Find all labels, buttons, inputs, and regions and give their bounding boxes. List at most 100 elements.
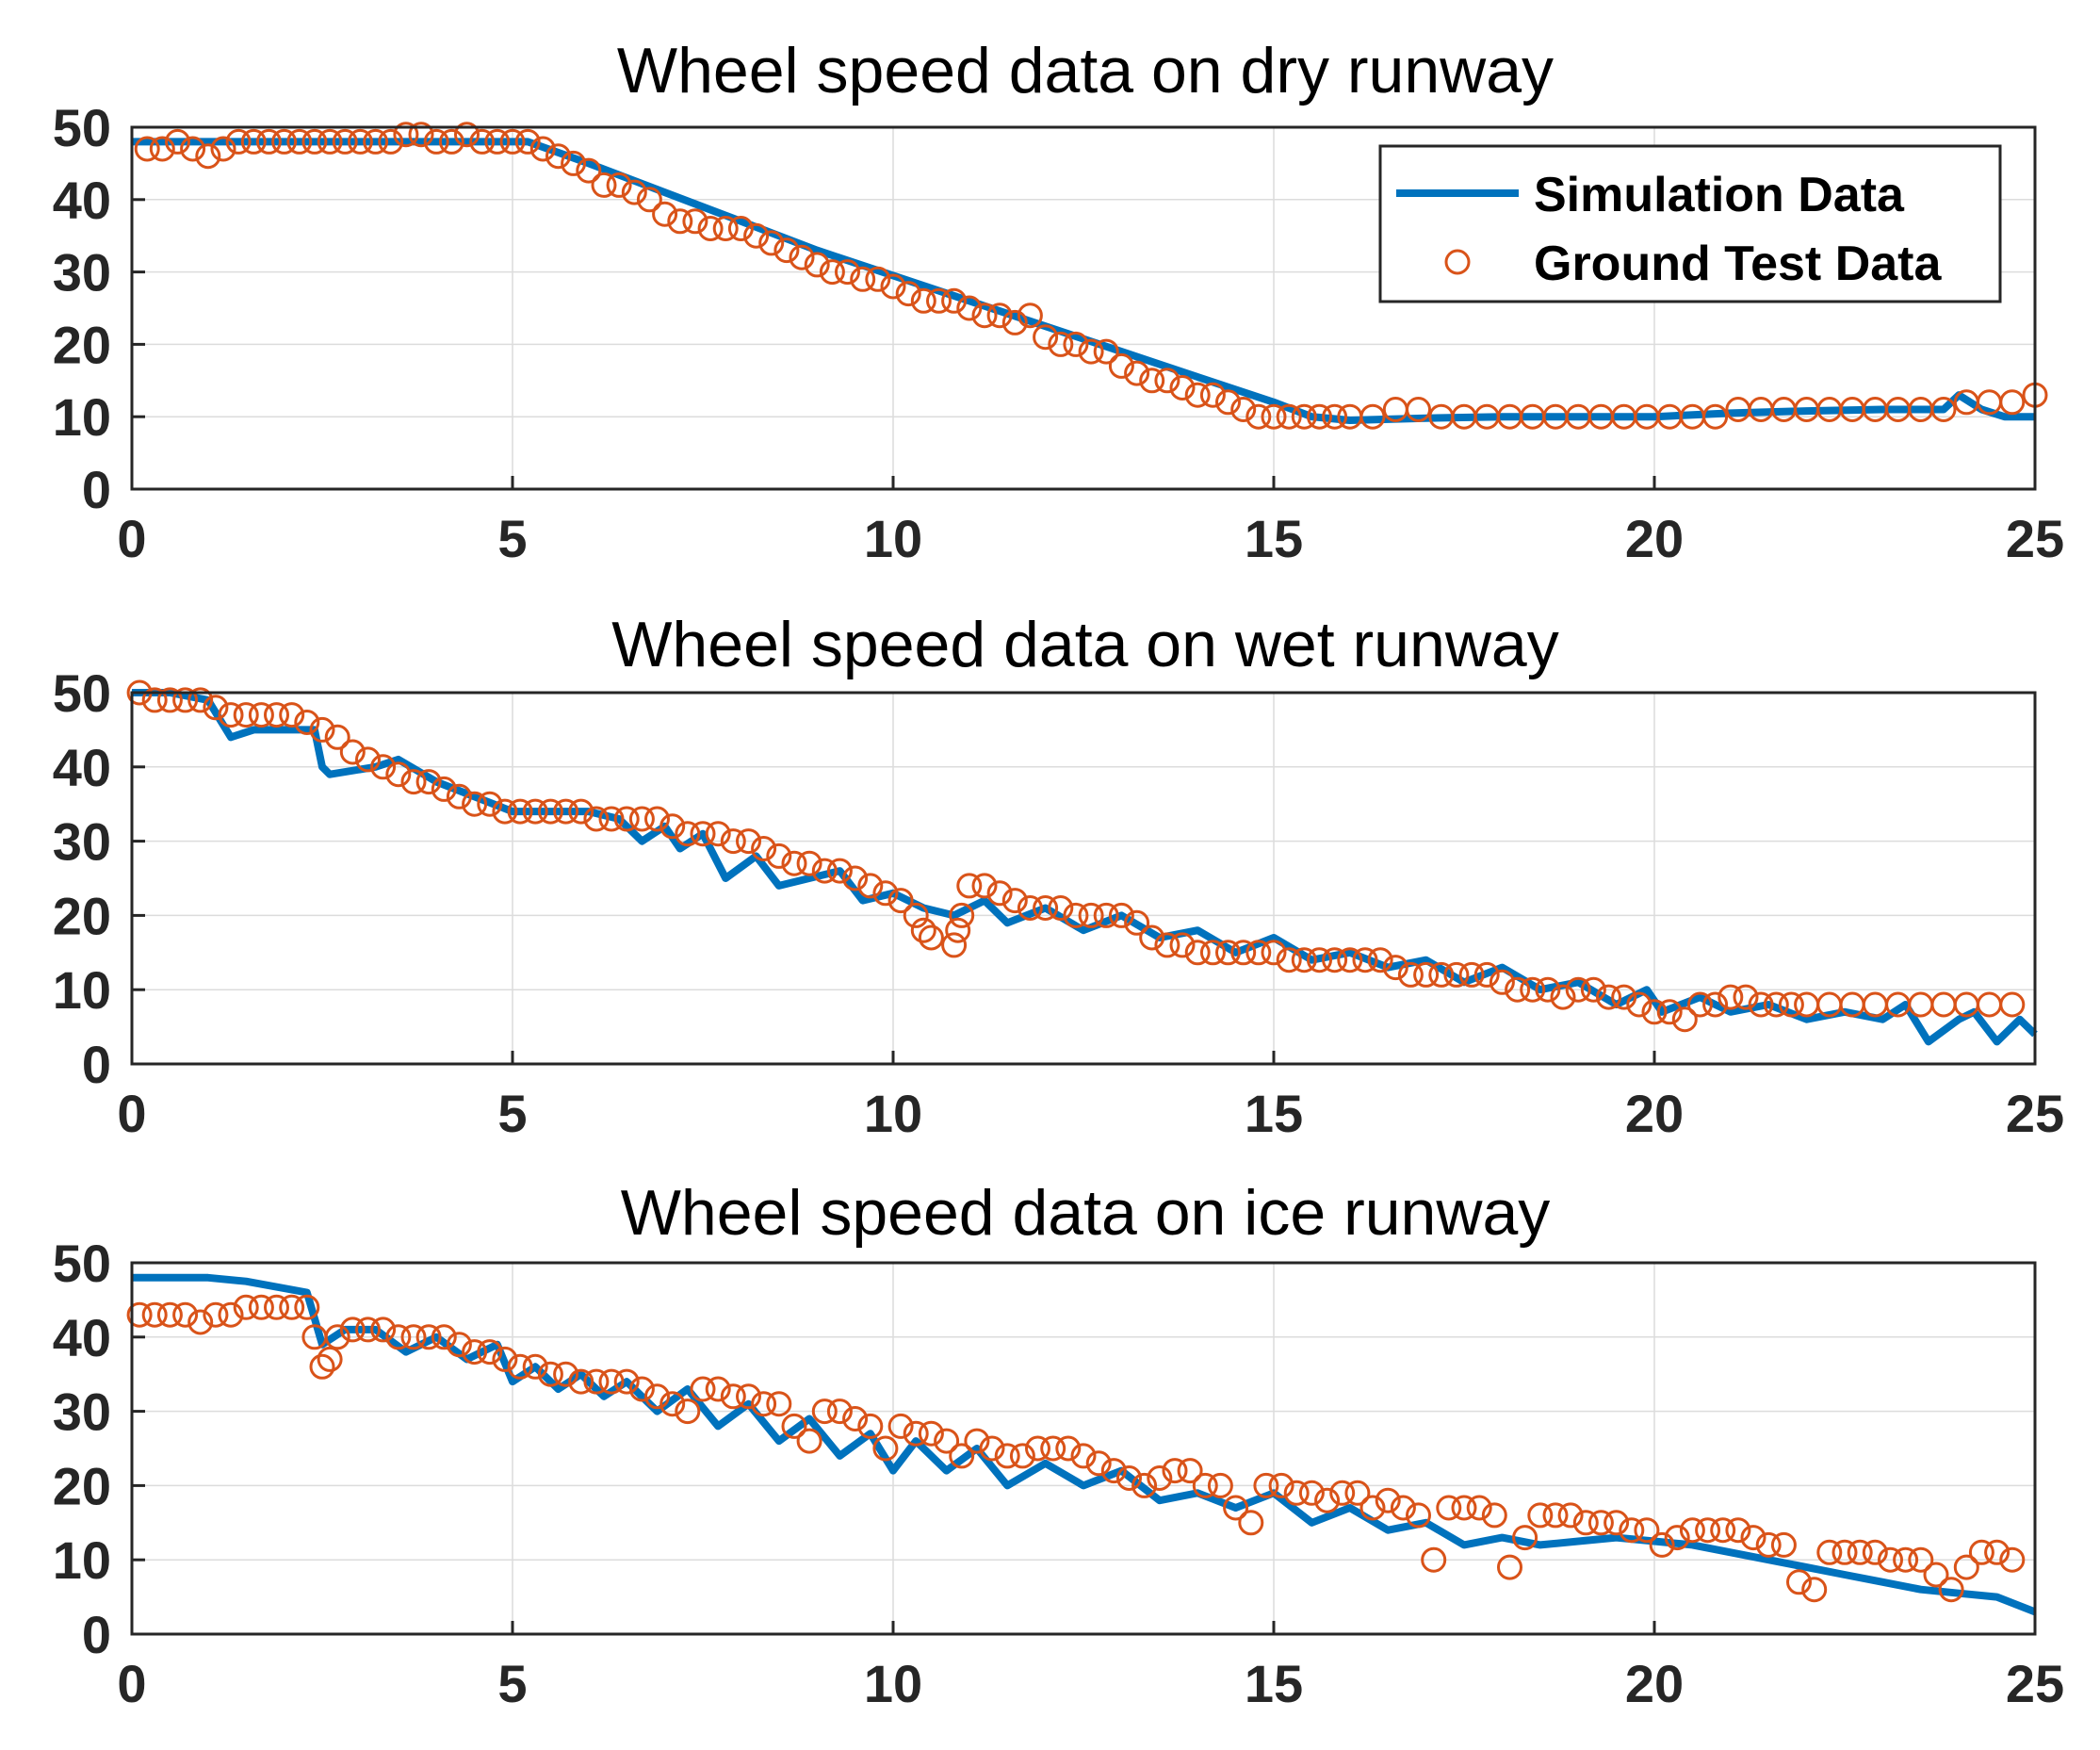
ground-test-point — [628, 1376, 655, 1402]
ground-test-point — [1322, 403, 1348, 430]
x-tick-label: 0 — [117, 1084, 146, 1143]
ground-test-point — [149, 136, 175, 162]
panel-wet: Wheel speed data on wet runway 0 5 10 15 20 2… — [53, 609, 2064, 1143]
ground-test-point — [796, 850, 822, 876]
x-tick-label: 5 — [497, 1084, 527, 1143]
ground-test-point — [415, 1324, 442, 1350]
legend: Simulation Data Ground Test Data — [1378, 144, 2002, 303]
ground-test-point — [758, 230, 785, 256]
ground-test-point — [355, 1317, 381, 1343]
ground-test-point — [1535, 976, 1561, 1003]
y-tick-label: 20 — [53, 886, 111, 945]
ground-test-point — [1999, 991, 2026, 1018]
ground-test-point — [339, 1317, 366, 1343]
ground-test-point — [598, 1368, 625, 1395]
ground-test-point — [872, 880, 899, 907]
ground-test-point — [956, 873, 983, 899]
ground-test-point — [1199, 382, 1226, 408]
ground-test-point — [1770, 1531, 1797, 1558]
ground-test-point — [1999, 1546, 2026, 1573]
ground-test-point — [1063, 902, 1089, 928]
ground-test-point — [690, 1376, 716, 1402]
ground-test-point — [1596, 984, 1621, 1010]
ground-test-point — [766, 842, 792, 869]
y-tick-label: 20 — [53, 1456, 111, 1515]
ground-test-point — [1908, 1546, 1934, 1573]
ground-test-point — [210, 136, 236, 162]
ground-test-point — [294, 710, 320, 735]
ground-test-point — [1033, 324, 1059, 351]
y-tick-label: 0 — [82, 460, 111, 519]
ground-test-point — [652, 201, 678, 227]
ground-test-point — [682, 208, 708, 235]
ground-test-point — [225, 128, 252, 155]
y-tick-label: 40 — [53, 1308, 111, 1367]
ground-test-point — [751, 1391, 777, 1417]
ground-test-point — [1093, 902, 1119, 928]
ground-test-point — [971, 873, 998, 899]
ground-test-point — [994, 1443, 1020, 1469]
ground-markers-dry — [134, 122, 2048, 430]
ground-test-point — [454, 122, 480, 148]
ground-test-point — [872, 1435, 899, 1462]
ground-test-point — [1451, 1495, 1477, 1521]
ground-test-point — [1238, 1510, 1264, 1536]
ground-test-point — [835, 259, 860, 286]
ground-test-point — [1154, 368, 1180, 394]
ground-test-point — [370, 754, 397, 780]
ground-test-point — [659, 813, 686, 840]
ground-test-point — [1847, 1539, 1873, 1565]
ground-test-point — [1641, 999, 1668, 1025]
x-tick-label: 20 — [1625, 1084, 1684, 1143]
y-tick-label: 10 — [53, 1530, 111, 1590]
ground-test-point — [945, 917, 971, 943]
ground-test-point — [477, 791, 503, 817]
ground-test-point — [697, 216, 724, 241]
ground-test-point — [1085, 1450, 1112, 1477]
ground-test-point — [1131, 1472, 1158, 1498]
ground-test-point — [781, 1413, 807, 1439]
ground-test-point — [979, 1435, 1005, 1462]
ground-test-point — [705, 821, 731, 847]
ground-test-point — [279, 702, 305, 728]
ground-test-point — [1740, 1525, 1766, 1551]
ground-test-point — [1512, 1525, 1538, 1551]
ground-test-point — [1557, 1502, 1584, 1529]
ground-test-point — [1702, 403, 1729, 430]
x-tick-label: 15 — [1245, 1084, 1303, 1143]
ground-test-point — [134, 136, 160, 162]
y-tick-label: 10 — [53, 387, 111, 447]
ground-test-point — [415, 769, 442, 795]
ground-test-point — [644, 806, 670, 832]
ground-test-point — [895, 281, 921, 307]
ground-test-point — [507, 798, 533, 825]
ground-test-point — [667, 208, 693, 235]
ground-test-point — [203, 1301, 229, 1328]
ground-test-point — [233, 1294, 259, 1320]
ground-test-point — [1093, 338, 1119, 365]
ground-test-point — [766, 1391, 792, 1417]
y-tick-label: 0 — [82, 1605, 111, 1664]
ground-test-point — [598, 806, 625, 832]
ground-test-point — [317, 128, 343, 155]
ground-test-point — [446, 1332, 472, 1358]
ground-test-point — [1215, 389, 1241, 416]
ground-test-point — [903, 1420, 929, 1447]
ground-test-point — [1001, 309, 1028, 335]
ground-test-point — [1261, 940, 1287, 966]
legend-marker-icon — [1444, 249, 1471, 275]
ground-test-point — [773, 237, 800, 264]
ground-test-point — [819, 259, 845, 286]
ground-test-point — [1329, 1480, 1356, 1506]
x-tick-label: 25 — [2006, 1084, 2064, 1143]
ground-test-point — [561, 150, 587, 176]
ground-test-point — [255, 128, 282, 155]
ground-test-point — [1968, 1539, 1994, 1565]
ground-test-point — [1550, 984, 1576, 1010]
ground-test-point — [1124, 360, 1150, 386]
ground-test-point — [529, 136, 556, 162]
ground-test-point — [431, 776, 457, 802]
ground-test-point — [400, 1324, 427, 1350]
ground-markers-ice — [126, 1294, 2026, 1603]
